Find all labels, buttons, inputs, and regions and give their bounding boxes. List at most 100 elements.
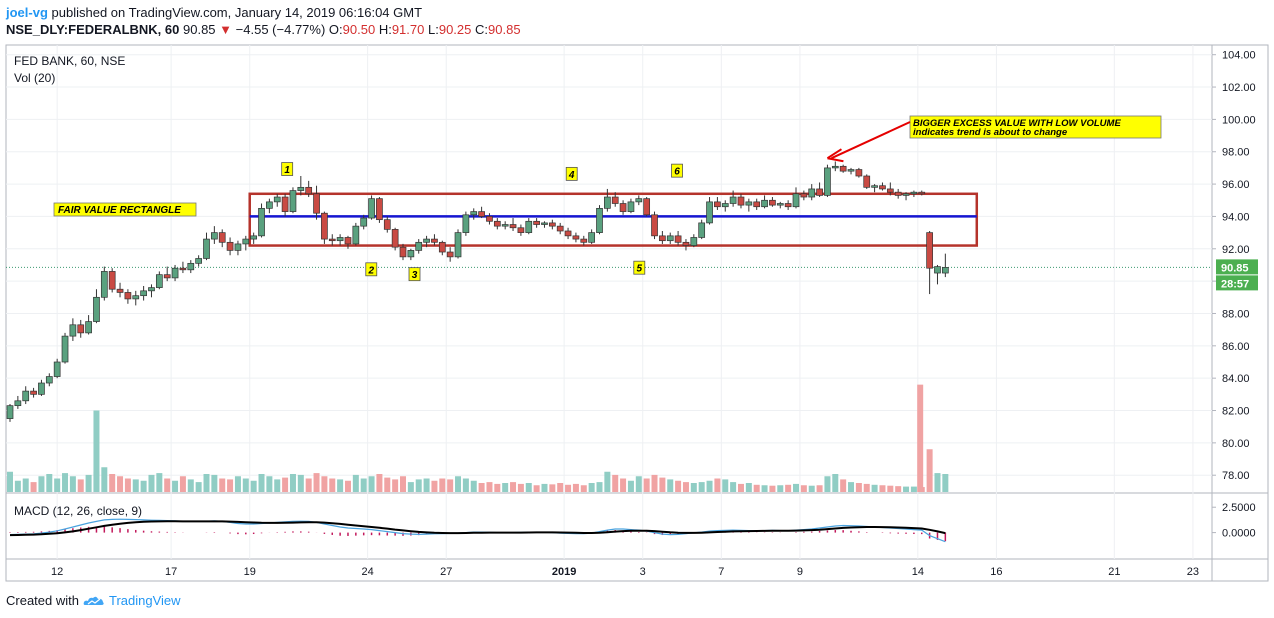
- candle-body: [643, 198, 651, 216]
- volume-bar: [777, 485, 784, 492]
- high-value: 91.70: [391, 22, 425, 37]
- candle-body: [816, 188, 823, 196]
- volume-bar: [824, 476, 831, 492]
- volume-bar: [164, 478, 171, 492]
- volume-bar: [30, 482, 37, 492]
- time-tick-label: 21: [1108, 566, 1120, 578]
- volume-bar: [730, 482, 737, 492]
- volume-bar: [612, 474, 619, 492]
- volume-bar: [258, 474, 265, 492]
- candle-body: [808, 188, 816, 198]
- candle-body: [116, 288, 124, 293]
- volume-bar: [455, 476, 462, 492]
- volume-bar: [54, 478, 61, 492]
- wave-marker-label: 2: [367, 265, 374, 276]
- price-axis[interactable]: 104.00 102.00 100.00 98.00 96.00 94.00 92.00 90…: [1212, 50, 1258, 540]
- volume-bar: [117, 476, 124, 492]
- candle-body: [509, 224, 517, 229]
- author-link[interactable]: joel-vg: [6, 5, 48, 20]
- volume-bar: [769, 485, 776, 492]
- candle-body: [666, 235, 674, 242]
- candle-body: [761, 199, 768, 208]
- volume-bar: [887, 485, 894, 492]
- volume-bar: [832, 474, 839, 492]
- volume-bar: [895, 486, 902, 492]
- volume-bar: [219, 478, 226, 492]
- volume-bar: [651, 474, 658, 492]
- candle-body: [446, 251, 454, 258]
- candle-body: [604, 196, 611, 209]
- candle-body: [478, 211, 485, 217]
- volume-bar: [187, 479, 194, 492]
- candle-body: [886, 188, 894, 193]
- candle-body: [431, 238, 438, 243]
- time-tick-label: 16: [990, 566, 1002, 578]
- candle-body: [360, 217, 368, 227]
- candle-body: [391, 229, 399, 248]
- volume-bar: [14, 480, 21, 492]
- volume-bar: [580, 485, 587, 492]
- price-tick-label: 80.00: [1222, 438, 1250, 450]
- volume-bar: [329, 478, 336, 492]
- candle-body: [155, 274, 163, 288]
- volume-bar: [148, 474, 155, 492]
- candle-body: [376, 198, 383, 221]
- volume-bar: [7, 471, 13, 492]
- volume-bar: [659, 477, 666, 492]
- volume-bar: [376, 474, 383, 492]
- symbol-name[interactable]: NSE_DLY:FEDERALBNK, 60: [6, 22, 180, 37]
- candle-body: [486, 216, 493, 222]
- candle-body: [45, 376, 53, 384]
- tradingview-link[interactable]: TradingView: [108, 593, 181, 608]
- callout-line-1: BIGGER EXCESS VALUE WITH LOW VOLUME: [913, 118, 1121, 129]
- candle-body: [383, 219, 391, 230]
- candle-body: [824, 167, 831, 196]
- time-axis[interactable]: 12 17 19 24 27 2019 3 7 9 14 16 21 23: [51, 566, 1199, 578]
- candle-body: [423, 238, 430, 243]
- candle-body: [839, 165, 847, 172]
- candle-body: [148, 287, 155, 292]
- candle-body: [61, 335, 69, 363]
- volume-bar: [250, 480, 257, 492]
- price-tick-label: 94.00: [1222, 211, 1250, 223]
- volume-bar: [242, 478, 249, 492]
- macd-pane: [9, 518, 947, 543]
- time-tick-label: 19: [244, 566, 256, 578]
- candle-body: [336, 237, 344, 242]
- candle-body: [211, 232, 218, 240]
- volume-bar: [62, 473, 69, 492]
- created-with-text: Created with: [6, 593, 79, 608]
- volume-bar: [910, 486, 917, 492]
- volume-bar: [22, 478, 29, 492]
- volume-bar: [753, 484, 760, 492]
- candle-body: [855, 169, 863, 177]
- volume-bars: [7, 384, 949, 492]
- volume-bar: [800, 485, 807, 492]
- wave-marker-label: 1: [284, 165, 290, 176]
- price-tick-label: 82.00: [1222, 406, 1250, 418]
- volume-bar: [211, 474, 218, 492]
- candle-body: [611, 196, 619, 204]
- volume-bar: [510, 482, 517, 492]
- candle-body: [918, 191, 926, 195]
- candle-body: [879, 185, 886, 190]
- candle-body: [163, 274, 171, 279]
- range-rectangle[interactable]: [248, 192, 979, 247]
- published-text: published on TradingView.com, January 14…: [51, 5, 423, 20]
- candle-body: [690, 237, 698, 246]
- volume-bar: [714, 478, 721, 492]
- candle-body: [77, 324, 85, 334]
- volume-bar: [289, 474, 296, 492]
- candle-body: [179, 267, 187, 271]
- candle-body: [714, 201, 721, 208]
- candle-body: [682, 241, 690, 246]
- time-tick-label: 3: [640, 566, 646, 578]
- volume-bar: [722, 479, 729, 492]
- volume-bar: [470, 480, 477, 492]
- volume-bar: [565, 484, 572, 492]
- volume-bar: [447, 479, 454, 492]
- volume-bar: [69, 476, 76, 492]
- time-tick-label: 17: [165, 566, 177, 578]
- wave-marker-label: 4: [568, 170, 575, 181]
